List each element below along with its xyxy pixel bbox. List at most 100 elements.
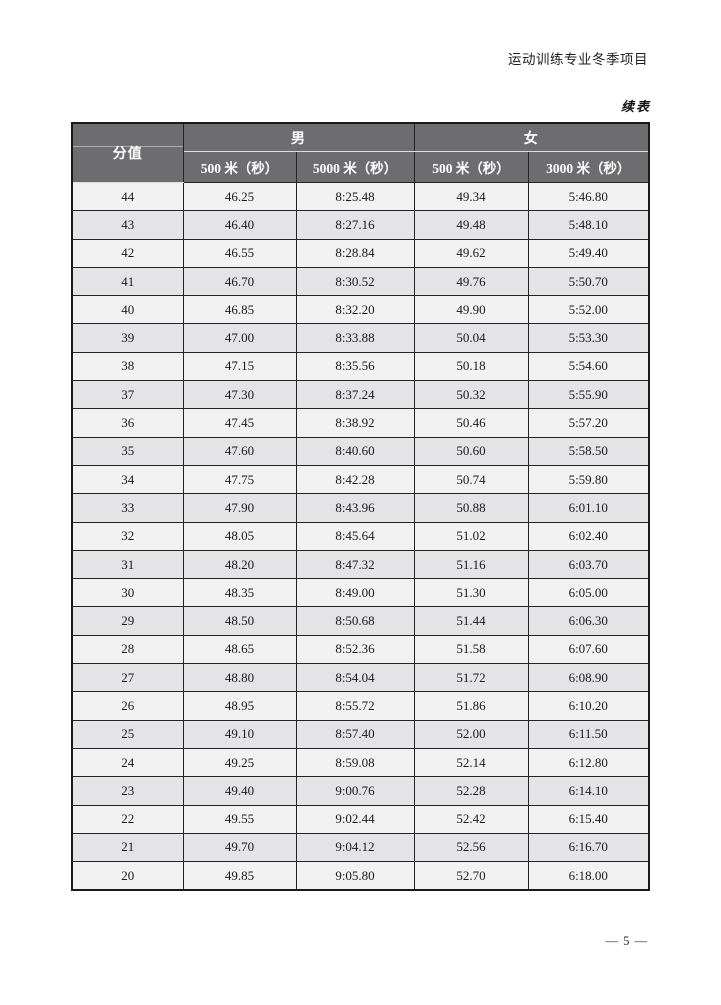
cell-male-5000m: 8:28.84	[295, 238, 415, 268]
cell-male-5000m: 8:47.32	[295, 549, 415, 580]
cell-score: 33	[71, 493, 184, 523]
cell-male-5000m: 8:43.96	[295, 493, 415, 523]
cell-male-5000m: 8:57.40	[295, 719, 415, 749]
table-row: 34 47.75 8:42.28 50.74 5:59.80	[71, 464, 650, 495]
cell-female-3000m: 5:55.90	[527, 380, 650, 410]
cell-female-500m: 51.44	[413, 606, 529, 636]
cell-female-3000m: 5:50.70	[527, 266, 650, 297]
header-group-row: 分值 男 女	[71, 122, 650, 183]
cell-male-5000m: 8:42.28	[295, 464, 415, 495]
cell-male-500m: 46.40	[182, 210, 297, 240]
header-female-500m: 500 米（秒）	[413, 151, 529, 183]
table-row: 24 49.25 8:59.08 52.14 6:12.80	[71, 747, 650, 778]
cell-female-500m: 52.14	[413, 747, 529, 778]
cell-male-500m: 48.50	[182, 606, 297, 636]
cell-female-500m: 50.32	[413, 380, 529, 410]
cell-male-5000m: 8:59.08	[295, 747, 415, 778]
table-row: 42 46.55 8:28.84 49.62 5:49.40	[71, 238, 650, 268]
cell-score: 37	[71, 380, 184, 410]
cell-male-500m: 49.70	[182, 832, 297, 863]
cell-male-500m: 46.25	[182, 181, 297, 212]
cell-male-5000m: 8:37.24	[295, 380, 415, 410]
cell-male-500m: 49.85	[182, 861, 297, 891]
cell-male-500m: 48.95	[182, 691, 297, 721]
cell-female-500m: 51.02	[413, 521, 529, 551]
cell-female-3000m: 6:07.60	[527, 634, 650, 665]
cell-score: 38	[71, 351, 184, 382]
cell-male-5000m: 9:00.76	[295, 776, 415, 806]
cell-male-500m: 48.65	[182, 634, 297, 665]
table-head: 分值 男 女 500 米（秒） 5000 米（秒） 500 米（秒） 3000 …	[71, 122, 650, 183]
cell-score: 23	[71, 776, 184, 806]
cell-female-500m: 52.56	[413, 832, 529, 863]
score-table: 分值 男 女 500 米（秒） 5000 米（秒） 500 米（秒） 3000 …	[71, 122, 650, 892]
cell-male-5000m: 8:32.20	[295, 295, 415, 325]
cell-female-3000m: 6:01.10	[527, 493, 650, 523]
table-row: 32 48.05 8:45.64 51.02 6:02.40	[71, 521, 650, 551]
cell-female-500m: 51.16	[413, 549, 529, 580]
cell-male-500m: 47.90	[182, 493, 297, 523]
table-row: 21 49.70 9:04.12 52.56 6:16.70	[71, 832, 650, 863]
table-row: 23 49.40 9:00.76 52.28 6:14.10	[71, 776, 650, 806]
table-row: 43 46.40 8:27.16 49.48 5:48.10	[71, 210, 650, 240]
table-row: 29 48.50 8:50.68 51.44 6:06.30	[71, 606, 650, 636]
cell-female-500m: 49.76	[413, 266, 529, 297]
cell-female-500m: 52.70	[413, 861, 529, 891]
cell-score: 39	[71, 323, 184, 353]
cell-female-3000m: 5:53.30	[527, 323, 650, 353]
table-row: 27 48.80 8:54.04 51.72 6:08.90	[71, 663, 650, 693]
cell-female-3000m: 6:10.20	[527, 691, 650, 721]
cell-male-500m: 48.20	[182, 549, 297, 580]
cell-score: 31	[71, 549, 184, 580]
cell-score: 41	[71, 266, 184, 297]
cell-male-5000m: 8:25.48	[295, 181, 415, 212]
table-row: 36 47.45 8:38.92 50.46 5:57.20	[71, 408, 650, 438]
cell-male-500m: 49.10	[182, 719, 297, 749]
cell-female-500m: 49.62	[413, 238, 529, 268]
cell-female-3000m: 6:12.80	[527, 747, 650, 778]
table-row: 22 49.55 9:02.44 52.42 6:15.40	[71, 804, 650, 834]
cell-male-500m: 46.70	[182, 266, 297, 297]
table-row: 31 48.20 8:47.32 51.16 6:03.70	[71, 549, 650, 580]
continuation-label: 续表	[620, 99, 651, 114]
cell-score: 35	[71, 436, 184, 466]
cell-score: 43	[71, 210, 184, 240]
table-row: 39 47.00 8:33.88 50.04 5:53.30	[71, 323, 650, 353]
cell-female-3000m: 5:59.80	[527, 464, 650, 495]
table-row: 25 49.10 8:57.40 52.00 6:11.50	[71, 719, 650, 749]
cell-female-3000m: 6:02.40	[527, 521, 650, 551]
cell-male-500m: 48.05	[182, 521, 297, 551]
cell-female-3000m: 6:16.70	[527, 832, 650, 863]
cell-female-500m: 50.18	[413, 351, 529, 382]
cell-male-5000m: 8:33.88	[295, 323, 415, 353]
cell-male-5000m: 9:04.12	[295, 832, 415, 863]
cell-female-3000m: 5:49.40	[527, 238, 650, 268]
cell-female-500m: 50.74	[413, 464, 529, 495]
cell-female-3000m: 5:46.80	[527, 181, 650, 212]
cell-score: 21	[71, 832, 184, 863]
cell-score: 30	[71, 578, 184, 608]
cell-female-500m: 50.60	[413, 436, 529, 466]
header-female-group: 女	[413, 122, 650, 152]
page-number: — 5 —	[605, 934, 648, 948]
header-female-3000m: 3000 米（秒）	[527, 151, 650, 183]
table-row: 30 48.35 8:49.00 51.30 6:05.00	[71, 578, 650, 608]
cell-score: 40	[71, 295, 184, 325]
header-male-group: 男	[182, 122, 415, 152]
cell-male-5000m: 8:40.60	[295, 436, 415, 466]
cell-score: 34	[71, 464, 184, 495]
cell-male-500m: 47.00	[182, 323, 297, 353]
cell-male-5000m: 8:55.72	[295, 691, 415, 721]
cell-male-500m: 49.25	[182, 747, 297, 778]
cell-female-3000m: 6:03.70	[527, 549, 650, 580]
cell-female-500m: 49.34	[413, 181, 529, 212]
header-sub-row: 500 米（秒） 5000 米（秒） 500 米（秒） 3000 米（秒）	[72, 151, 650, 183]
cell-male-5000m: 8:54.04	[295, 663, 415, 693]
cell-female-500m: 51.58	[413, 634, 529, 665]
cell-male-5000m: 8:27.16	[295, 210, 415, 240]
cell-female-3000m: 6:14.10	[527, 776, 650, 806]
cell-female-3000m: 6:05.00	[527, 578, 650, 608]
cell-male-500m: 47.60	[182, 436, 297, 466]
cell-male-5000m: 8:45.64	[295, 521, 415, 551]
